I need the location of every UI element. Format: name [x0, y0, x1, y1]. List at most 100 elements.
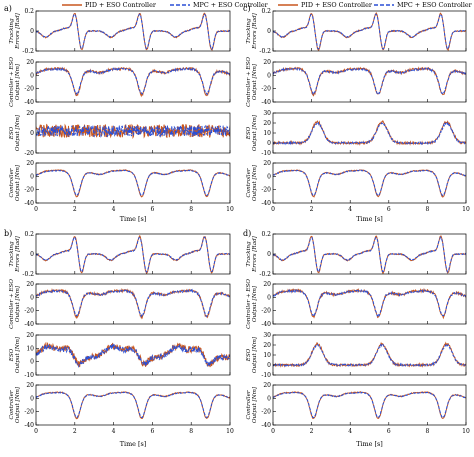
y-tick-label: -40 — [24, 99, 34, 106]
series-group — [273, 120, 466, 146]
y-tick-label: 0 — [267, 362, 271, 369]
y-axis-label: ESOOutput [Nm] — [246, 114, 258, 151]
y-tick-label: 10 — [263, 352, 271, 359]
y-axis-label-line: Controller + ESO — [9, 57, 15, 107]
y-tick-label: -20 — [261, 308, 271, 315]
y-tick-label: -10 — [261, 150, 271, 157]
y-axis-label-line: Tracking — [9, 18, 15, 44]
y-axis-label: ControllerOutput [Nm] — [9, 386, 21, 423]
y-tick-label: -20 — [261, 187, 271, 194]
x-axis-label: Time [s] — [356, 440, 382, 448]
y-axis-label-line: Controller + ESO — [246, 279, 252, 329]
y-tick-label: -20 — [24, 86, 34, 93]
series-group — [36, 123, 230, 140]
axes-box — [272, 10, 467, 52]
x-tick-label: 0 — [271, 428, 275, 435]
series-group — [36, 12, 230, 51]
x-tick-label: 6 — [387, 428, 391, 435]
y-axis-label-line: Controller + ESO — [9, 279, 15, 329]
y-tick-label: -40 — [261, 321, 271, 328]
series-line-mpc — [273, 288, 466, 318]
legend-entry-mpc: MPC + ESO Controller — [193, 1, 269, 9]
x-tick-label: 6 — [387, 206, 391, 213]
y-tick-label: -40 — [24, 422, 34, 429]
series-line-pid — [36, 234, 230, 274]
y-axis-label-line: Errors [Rad] — [15, 235, 21, 273]
series-line-mpc — [273, 391, 466, 419]
x-tick-label: 2 — [73, 206, 77, 213]
series-group — [273, 287, 466, 320]
y-tick-label: 20 — [26, 332, 34, 339]
axes-box — [35, 283, 231, 325]
y-tick-label: -0.2 — [22, 48, 34, 55]
x-tick-label: 10 — [462, 428, 470, 435]
y-tick-label: 30 — [263, 110, 271, 117]
y-axis-label-line: Controller — [9, 390, 15, 419]
y-tick-label: 0 — [267, 28, 271, 35]
y-tick-label: 0.2 — [261, 231, 271, 238]
y-tick-label: 10 — [263, 130, 271, 137]
axes-box — [35, 162, 231, 204]
y-axis-label: Controller + ESOOutput [Nm] — [246, 57, 258, 107]
y-axis-label-line: Tracking — [9, 241, 15, 267]
y-axis-label: ControllerOutput [Nm] — [9, 164, 21, 201]
y-tick-label: -20 — [261, 86, 271, 93]
y-axis-label-line: Output [Nm] — [15, 114, 21, 151]
y-tick-label: -40 — [24, 321, 34, 328]
y-axis-label-line: Errors [Rad] — [15, 12, 21, 50]
series-line-pid — [273, 11, 466, 51]
y-axis-label: TrackingErrors [Rad] — [9, 235, 21, 273]
y-tick-label: 30 — [263, 332, 271, 339]
x-axis-label: Time [s] — [120, 215, 146, 223]
series-line-pid — [273, 235, 466, 274]
series-line-mpc — [36, 288, 230, 318]
y-axis-label-line: Controller — [246, 168, 252, 197]
series-line-mpc — [36, 124, 230, 138]
x-tick-label: 10 — [226, 206, 234, 213]
x-tick-label: 0 — [271, 206, 275, 213]
y-tick-label: 0 — [30, 251, 34, 258]
y-tick-label: -10 — [24, 372, 34, 379]
y-tick-label: 0 — [267, 395, 271, 402]
y-axis-label-line: ESO — [246, 126, 252, 140]
y-axis-label-line: ESO — [9, 126, 15, 140]
y-tick-label: -20 — [24, 308, 34, 315]
y-tick-label: 0.2 — [24, 8, 34, 15]
y-axis-label-line: Tracking — [246, 18, 252, 44]
series-line-mpc — [273, 121, 466, 146]
y-axis-label: ESOOutput [Nm] — [9, 336, 21, 373]
y-axis-label-line: ESO — [246, 348, 252, 362]
x-axis-label: Time [s] — [120, 440, 146, 448]
y-tick-label: 20 — [263, 59, 271, 66]
series-line-pid — [36, 341, 230, 368]
series-line-pid — [273, 120, 466, 146]
y-tick-label: 20 — [263, 281, 271, 288]
y-axis-label-line: Output [Nm] — [252, 386, 258, 423]
y-axis-label-line: Output [Nm] — [15, 336, 21, 373]
series-line-mpc — [36, 169, 230, 197]
y-axis-label-line: Output [Nm] — [252, 114, 258, 151]
y-axis-label-line: Controller + ESO — [246, 57, 252, 107]
series-group — [36, 391, 230, 420]
panel-label: c) — [243, 4, 251, 13]
series-group — [36, 169, 230, 198]
x-tick-label: 10 — [462, 206, 470, 213]
y-tick-label: 0 — [30, 395, 34, 402]
series-group — [36, 287, 230, 320]
x-tick-label: 4 — [112, 428, 116, 435]
y-axis-label-line: Output [Nm] — [252, 164, 258, 201]
y-axis-label: Controller + ESOOutput [Nm] — [246, 279, 258, 329]
y-tick-label: 0 — [267, 140, 271, 147]
y-tick-label: -0.2 — [259, 48, 271, 55]
x-tick-label: 6 — [150, 428, 154, 435]
x-tick-label: 2 — [310, 428, 314, 435]
